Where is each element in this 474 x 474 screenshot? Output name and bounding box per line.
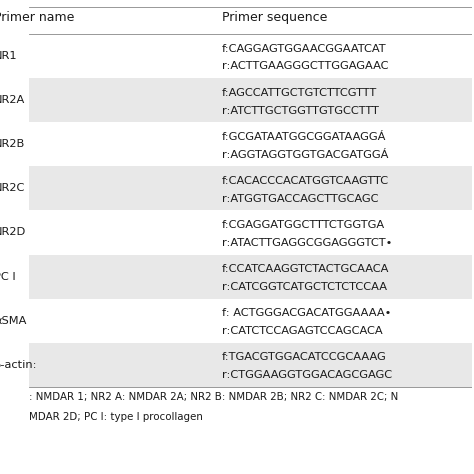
Text: NR2A: NR2A <box>0 95 25 105</box>
Text: r:ATGGTGACCAGCTTGCAGC: r:ATGGTGACCAGCTTGCAGC <box>222 194 378 204</box>
Text: r:CATCTCCAGAGTCCAGCACA: r:CATCTCCAGAGTCCAGCACA <box>222 326 383 336</box>
Text: NR1: NR1 <box>0 51 18 61</box>
Bar <box>29 255 472 299</box>
Text: r:ACTTGAAGGGCTTGGAGAAC: r:ACTTGAAGGGCTTGGAGAAC <box>222 62 389 72</box>
Text: r:ATCTTGCTGGTTGTGCCTTT: r:ATCTTGCTGGTTGTGCCTTT <box>222 106 379 116</box>
Text: f:CAGGAGTGGAACGGAATCAT: f:CAGGAGTGGAACGGAATCAT <box>222 44 387 54</box>
Text: MDAR 2D; PC I: type I procollagen: MDAR 2D; PC I: type I procollagen <box>29 412 203 422</box>
Text: r:ATACTTGAGGCGGAGGGTCT•: r:ATACTTGAGGCGGAGGGTCT• <box>222 238 392 248</box>
Text: f:CACACCCACATGGTCAAGTTC: f:CACACCCACATGGTCAAGTTC <box>222 176 389 186</box>
Text: NR2C: NR2C <box>0 183 25 193</box>
Text: f:CCATCAAGGTCTACTGCAACA: f:CCATCAAGGTCTACTGCAACA <box>222 264 389 274</box>
Text: f: ACTGGGACGACATGGAAAA•: f: ACTGGGACGACATGGAAAA• <box>222 308 392 319</box>
Text: αSMA: αSMA <box>0 316 27 326</box>
Text: NR2D: NR2D <box>0 228 26 237</box>
Bar <box>29 166 472 210</box>
Text: NR2B: NR2B <box>0 139 25 149</box>
Bar <box>29 34 472 78</box>
Text: β-actin:: β-actin: <box>0 360 37 370</box>
Text: PC I: PC I <box>0 272 16 282</box>
Text: r:CTGGAAGGTGGACAGCGAGC: r:CTGGAAGGTGGACAGCGAGC <box>222 370 392 380</box>
Text: f:AGCCATTGCTGTCTTCGTTT: f:AGCCATTGCTGTCTTCGTTT <box>222 88 377 98</box>
Text: f:CGAGGATGGCTTTCTGGTGA: f:CGAGGATGGCTTTCTGGTGA <box>222 220 385 230</box>
Text: : NMDAR 1; NR2 A: NMDAR 2A; NR2 B: NMDAR 2B; NR2 C: NMDAR 2C; N: : NMDAR 1; NR2 A: NMDAR 2A; NR2 B: NMDAR… <box>29 392 399 402</box>
Text: f:TGACGTGGACATCCGCAAAG: f:TGACGTGGACATCCGCAAAG <box>222 352 387 363</box>
Text: Primer sequence: Primer sequence <box>222 11 328 24</box>
Text: Primer name: Primer name <box>0 11 74 24</box>
Text: r:AGGTAGGTGGTGACGATGGÁ: r:AGGTAGGTGGTGACGATGGÁ <box>222 150 388 160</box>
Bar <box>29 122 472 166</box>
Text: r:CATCGGTCATGCTCTCTCCAA: r:CATCGGTCATGCTCTCTCCAA <box>222 282 387 292</box>
Bar <box>29 343 472 387</box>
Bar <box>29 78 472 122</box>
Bar <box>29 299 472 343</box>
Text: f:GCGATAATGGCGGATAAGGÁ: f:GCGATAATGGCGGATAAGGÁ <box>222 132 386 142</box>
Bar <box>29 210 472 255</box>
